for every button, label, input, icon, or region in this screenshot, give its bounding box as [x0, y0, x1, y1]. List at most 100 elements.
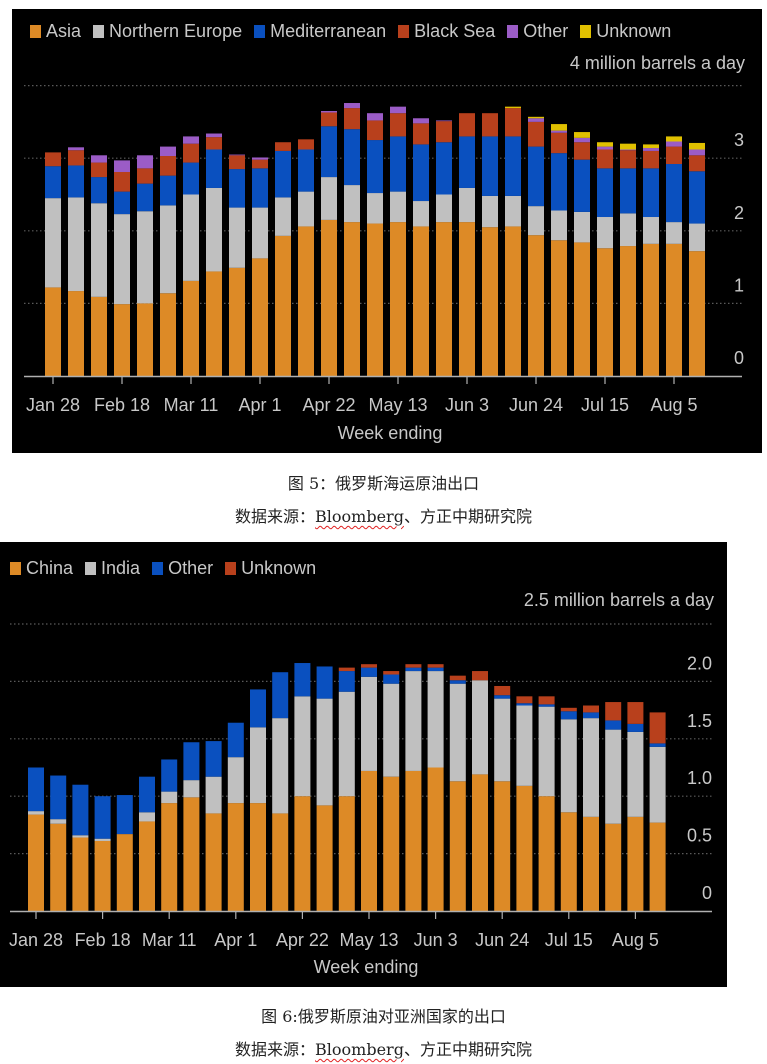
bar-segment-unknown — [649, 712, 666, 744]
bar-segment-unknown — [551, 124, 567, 131]
bar-segment-mediterranean — [45, 166, 61, 199]
bar-segment-asia — [436, 222, 452, 376]
bar-segment-asia — [643, 243, 659, 376]
bar-segment-unknown — [472, 671, 488, 681]
bar-segment-asia — [482, 227, 498, 376]
bar-segment-other — [316, 666, 333, 699]
source-suffix: 、方正中期研究院 — [403, 1040, 532, 1059]
bar-segment-mediterranean — [275, 150, 291, 198]
bar-segment-mediterranean — [229, 169, 245, 208]
x-tick-label: Apr 22 — [302, 395, 355, 415]
x-tick-label: Apr 1 — [214, 930, 257, 950]
bar-segment-other — [206, 133, 222, 138]
bar-segment-china — [383, 776, 400, 911]
bar-segment-northern-europe — [183, 194, 199, 281]
bar-segment-china — [94, 840, 111, 911]
bar-segment-other — [116, 795, 133, 835]
legend-item: Mediterranean — [254, 21, 386, 42]
x-tick-label: May 13 — [339, 930, 398, 950]
x-tick-label: Mar 11 — [142, 930, 197, 950]
bar-segment-china — [139, 821, 155, 911]
bar-segment-other — [538, 704, 555, 707]
source-brand: Bloomberg — [315, 1040, 404, 1059]
bar-segment-asia — [68, 291, 84, 376]
bar-segment-black-sea — [229, 155, 245, 170]
x-axis-title: Week ending — [314, 957, 419, 977]
bar-segment-other — [344, 103, 360, 109]
bar-segment-china — [50, 823, 67, 911]
legend-label: Mediterranean — [270, 21, 387, 41]
bar-segment-other — [583, 712, 599, 719]
bar-segment-india — [250, 727, 266, 804]
bar-segment-other — [551, 130, 567, 133]
bar-segment-india — [605, 729, 622, 824]
bar-segment-india — [294, 696, 311, 797]
bar-segment-china — [427, 767, 444, 911]
x-tick-label: Jul 15 — [545, 930, 593, 950]
bar-segment-other — [229, 154, 245, 156]
bar-segment-china — [538, 796, 555, 911]
legend-label: Other — [523, 21, 569, 41]
bar-segment-black-sea — [45, 152, 61, 167]
chart-panel-seaborne-exports: Asia Northern Europe Mediterranean Black Se… — [12, 9, 762, 453]
bar-segment-mediterranean — [528, 146, 544, 207]
bar-segment-black-sea — [137, 168, 153, 184]
bar-segment-mediterranean — [344, 129, 360, 186]
y-tick-label: 0 — [734, 348, 744, 368]
bar-segment-black-sea — [183, 143, 199, 163]
source-prefix: 数据来源： — [235, 1040, 316, 1059]
bar-segment-other — [405, 667, 422, 672]
bar-segment-china — [316, 805, 333, 911]
x-axis-title: Week ending — [338, 423, 443, 443]
bar-segment-other — [560, 711, 577, 720]
bar-segment-asia — [137, 303, 153, 376]
bar-segment-asia — [183, 280, 199, 376]
bar-segment-mediterranean — [643, 168, 659, 218]
bar-segment-asia — [574, 242, 590, 376]
bar-segment-other — [321, 111, 337, 113]
bar-segment-asia — [91, 296, 107, 376]
bar-segment-unknown — [627, 702, 644, 724]
legend-swatch — [254, 25, 266, 38]
bar-segment-unknown — [361, 664, 377, 668]
bar-segment-unknown — [643, 144, 659, 149]
bar-segment-northern-europe — [160, 205, 176, 294]
bar-segment-mediterranean — [183, 162, 199, 195]
x-tick-label: Aug 5 — [650, 395, 697, 415]
bar-segment-asia — [229, 267, 245, 376]
bar-segment-india — [28, 811, 44, 815]
legend: Asia Northern Europe Mediterranean Black Se… — [30, 21, 683, 42]
bar-segment-northern-europe — [275, 197, 291, 236]
bar-segment-india — [627, 731, 644, 817]
bar-segment-asia — [551, 240, 567, 376]
source-suffix: 、方正中期研究院 — [403, 507, 532, 526]
bar-segment-mediterranean — [482, 136, 498, 196]
legend-swatch — [398, 25, 410, 38]
bar-segment-india — [427, 671, 444, 768]
legend-swatch — [85, 562, 97, 575]
bar-segment-mediterranean — [91, 177, 107, 204]
bar-segment-black-sea — [275, 142, 291, 151]
bar-segment-china — [405, 770, 422, 911]
bar-segment-china — [494, 781, 511, 911]
bar-segment-india — [183, 780, 200, 798]
x-tick-label: Jun 3 — [414, 930, 458, 950]
bar-segment-mediterranean — [206, 149, 222, 188]
bar-segment-northern-europe — [459, 187, 475, 223]
bar-segment-other — [361, 667, 377, 677]
bar-segment-china — [583, 816, 599, 911]
bar-segment-india — [494, 698, 511, 782]
bar-segment-other — [574, 137, 590, 143]
bar-segment-asia — [390, 222, 406, 376]
bar-segment-china — [649, 822, 666, 911]
legend-label: India — [101, 558, 141, 578]
y-tick-label: 2 — [734, 203, 744, 223]
bar-segment-india — [316, 698, 333, 806]
bar-segment-india — [94, 838, 111, 841]
bar-segment-asia — [505, 226, 521, 376]
bar-segment-india — [649, 746, 666, 823]
bar-segment-northern-europe — [321, 177, 337, 220]
bar-segment-black-sea — [528, 121, 544, 147]
y-tick-label: 3 — [734, 130, 744, 150]
bar-segment-china — [116, 834, 133, 911]
